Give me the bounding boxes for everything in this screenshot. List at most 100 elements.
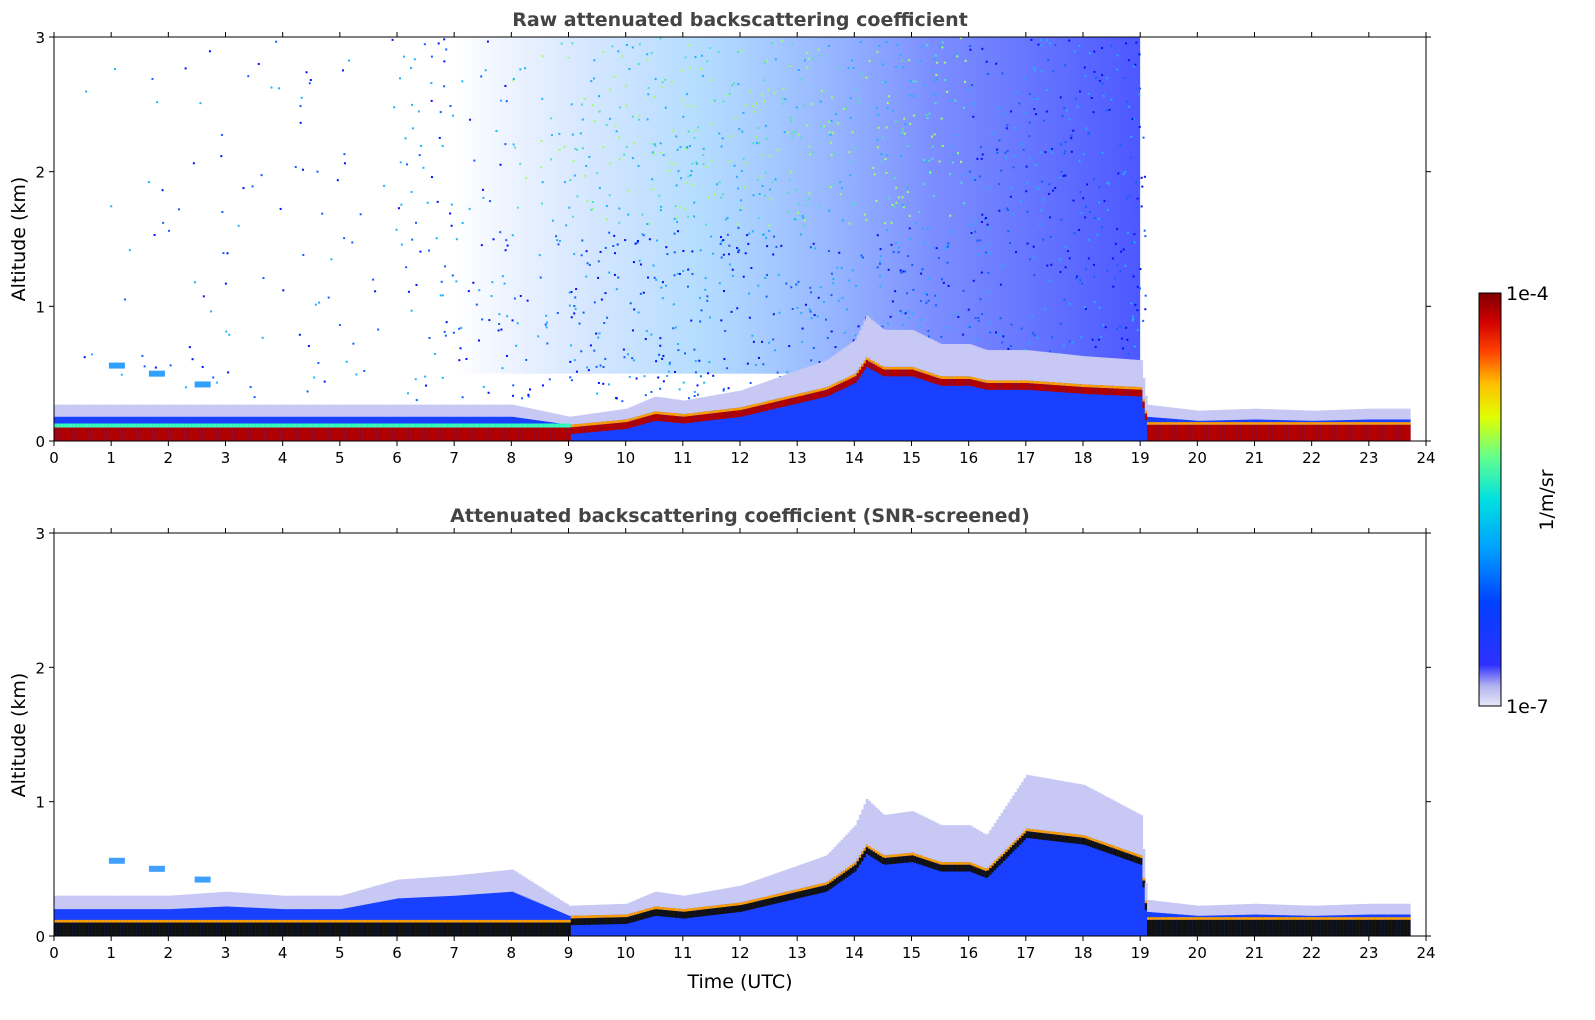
layer-core-cell: [182, 922, 185, 936]
noise-pixel: [613, 273, 616, 276]
layer-core-cell: [360, 922, 364, 936]
noise-pixel: [977, 319, 980, 322]
haze-cell: [447, 404, 451, 417]
aerosol-cell: [1128, 386, 1132, 441]
noise-pixel: [908, 59, 911, 62]
noise-pixel: [899, 309, 902, 312]
layer-edge-cell: [438, 423, 442, 428]
noise-pixel: [880, 153, 883, 156]
noise-pixel: [605, 204, 608, 207]
noise-pixel: [712, 99, 715, 102]
layer-core-cell: [547, 427, 551, 441]
layer-edge-cell: [1126, 386, 1130, 390]
haze-cell: [1135, 359, 1139, 387]
haze-cell: [552, 413, 556, 423]
layer-edge-cell: [1140, 387, 1144, 390]
haze-cell: [74, 895, 78, 910]
noise-pixel: [327, 296, 330, 299]
layer-core-cell: [735, 410, 739, 418]
haze-cell: [888, 329, 892, 367]
layer-core-cell: [470, 427, 474, 441]
layer-edge-cell: [300, 919, 304, 923]
noise-pixel: [920, 46, 923, 49]
layer-edge-cell: [1313, 422, 1317, 425]
noise-pixel: [632, 261, 635, 264]
noise-pixel: [884, 80, 887, 83]
layer-core-cell: [298, 922, 302, 936]
noise-pixel: [573, 312, 576, 315]
layer-core-cell: [479, 922, 483, 936]
noise-pixel: [659, 387, 662, 390]
layer-core-cell: [81, 427, 85, 441]
layer-core-cell: [632, 420, 636, 427]
haze-cell: [102, 404, 105, 417]
layer-edge-cell: [378, 423, 382, 428]
layer-edge-cell: [481, 423, 485, 428]
layer-edge-cell: [813, 390, 817, 393]
layer-edge-cell: [1099, 385, 1102, 388]
haze-cell: [902, 329, 906, 367]
layer-edge-cell: [1009, 380, 1013, 384]
noise-pixel: [661, 81, 664, 84]
layer-core-cell: [929, 375, 933, 383]
layer-edge-cell: [648, 412, 652, 416]
noise-pixel: [876, 266, 879, 269]
haze-cell: [472, 404, 476, 417]
layer-core-cell: [429, 922, 432, 936]
noise-pixel: [1036, 336, 1039, 339]
haze-cell: [1128, 359, 1132, 387]
layer-core-cell: [655, 414, 659, 421]
layer-edge-cell: [83, 919, 87, 923]
aerosol-cell: [737, 407, 741, 441]
noise-pixel: [626, 353, 629, 356]
noise-pixel: [879, 260, 882, 263]
noise-pixel: [1087, 92, 1090, 95]
noise-pixel: [1022, 148, 1025, 151]
layer-core-cell: [220, 427, 224, 441]
haze-cell: [701, 397, 705, 412]
layer-core-cell: [772, 402, 775, 410]
haze-cell: [204, 404, 208, 417]
noise-pixel: [790, 286, 793, 289]
x-tick-label: 7: [449, 449, 459, 467]
noise-pixel: [505, 239, 508, 242]
noise-pixel: [844, 106, 847, 109]
noise-pixel: [1063, 107, 1066, 110]
layer-core-cell: [1297, 424, 1301, 441]
noise-pixel: [544, 323, 547, 326]
haze-cell: [232, 892, 236, 907]
haze-cell: [904, 329, 908, 367]
noise-pixel: [676, 230, 679, 233]
noise-pixel: [704, 277, 707, 280]
noise-pixel: [579, 132, 582, 135]
layer-edge-cell: [669, 412, 672, 416]
layer-edge-cell: [980, 379, 983, 382]
layer-edge-cell: [1245, 422, 1249, 425]
layer-edge-cell: [282, 919, 286, 923]
layer-edge-cell: [1085, 384, 1089, 388]
haze-cell: [230, 404, 233, 417]
noise-pixel: [737, 187, 740, 190]
layer-core-cell: [543, 427, 547, 441]
noise-pixel: [981, 246, 984, 249]
layer-core-cell: [463, 922, 467, 936]
noise-pixel: [943, 79, 946, 82]
haze-cell: [273, 895, 277, 909]
layer-edge-cell: [605, 421, 608, 425]
noise-pixel: [659, 37, 662, 40]
haze-cell: [99, 404, 103, 417]
layer-core-cell: [509, 427, 512, 441]
noise-pixel: [1082, 153, 1085, 156]
haze-cell: [351, 404, 355, 417]
haze-cell: [929, 338, 933, 373]
noise-pixel: [723, 290, 726, 293]
layer-core-cell: [145, 427, 149, 441]
layer-core-cell: [202, 427, 206, 441]
haze-cell: [1343, 409, 1347, 421]
layer-core-cell: [442, 922, 446, 936]
haze-cell: [154, 404, 158, 417]
noise-pixel: [1003, 113, 1006, 116]
layer-edge-cell: [849, 375, 853, 379]
noise-pixel: [1025, 165, 1028, 168]
noise-pixel: [892, 110, 895, 113]
